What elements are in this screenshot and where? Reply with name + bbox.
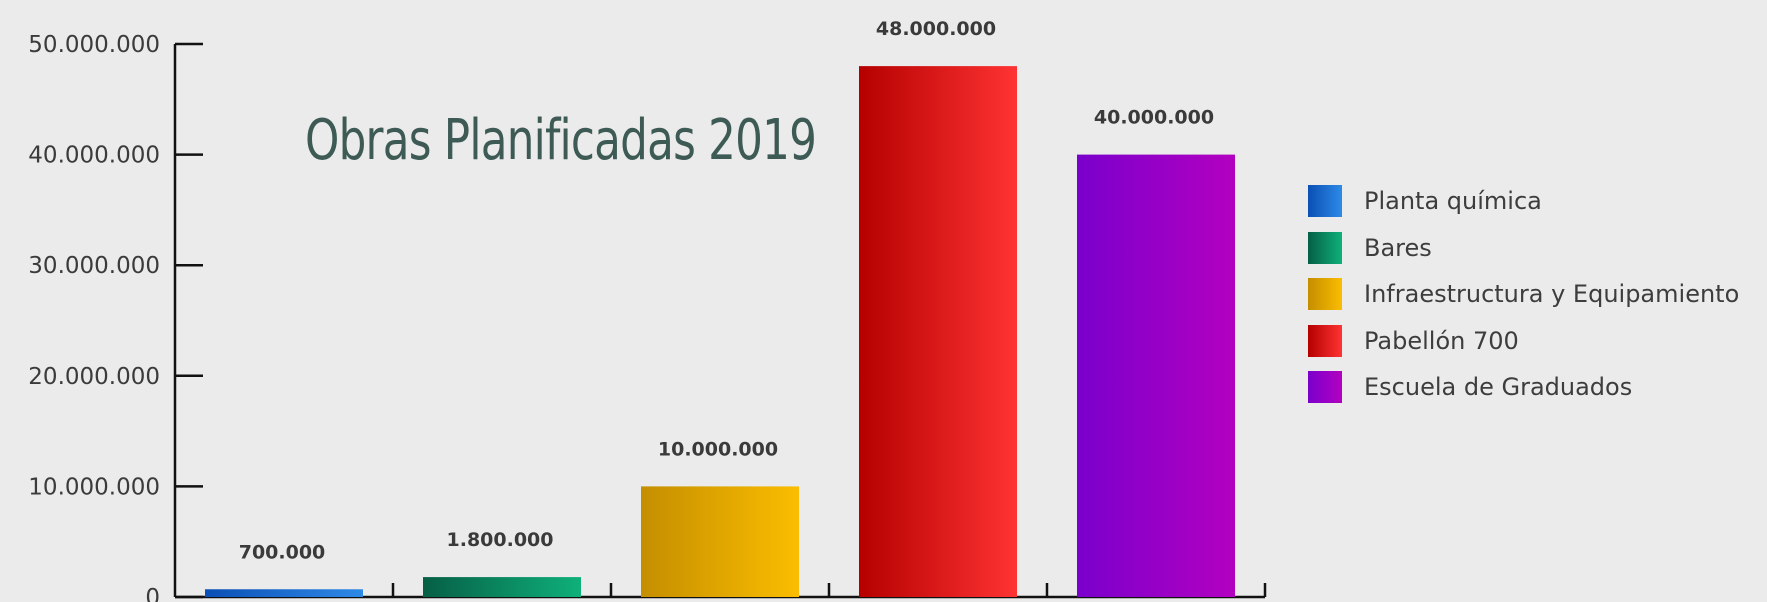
legend-item: Pabellón 700 bbox=[1308, 318, 1739, 365]
legend-label: Bares bbox=[1364, 233, 1432, 262]
data-label-5: 40.000.000 bbox=[1094, 107, 1214, 129]
data-label-3: 10.000.000 bbox=[658, 438, 778, 460]
legend-label: Infraestructura y Equipamiento bbox=[1364, 280, 1740, 309]
y-tick-label: 10.000.000 bbox=[28, 474, 160, 500]
bar-1 bbox=[205, 589, 363, 597]
legend-item: Escuela de Graduados bbox=[1308, 364, 1739, 411]
bar-4 bbox=[859, 66, 1017, 598]
legend-swatch bbox=[1308, 231, 1342, 264]
y-tick-label: 40.000.000 bbox=[28, 143, 160, 169]
legend-label: Escuela de Graduados bbox=[1364, 373, 1633, 402]
legend: Planta química Bares Infraestructura y Equ… bbox=[1308, 178, 1739, 411]
y-tick-label: 0 bbox=[145, 585, 160, 602]
legend-swatch bbox=[1308, 324, 1342, 357]
legend-swatch bbox=[1308, 185, 1342, 218]
y-tick-label: 50.000.000 bbox=[28, 32, 160, 58]
legend-item: Planta química bbox=[1308, 178, 1739, 225]
data-label-4: 48.000.000 bbox=[876, 18, 996, 40]
legend-label: Pabellón 700 bbox=[1364, 326, 1519, 355]
legend-label: Planta química bbox=[1364, 187, 1542, 216]
legend-item: Bares bbox=[1308, 225, 1739, 272]
chart-title: Obras Planificadas 2019 bbox=[305, 108, 817, 173]
bar-5 bbox=[1077, 154, 1235, 597]
y-tick-label: 30.000.000 bbox=[28, 253, 160, 279]
data-label-2: 1.800.000 bbox=[447, 529, 554, 551]
data-label-1: 700.000 bbox=[239, 541, 326, 563]
legend-swatch bbox=[1308, 371, 1342, 404]
legend-swatch bbox=[1308, 278, 1342, 311]
legend-item: Infraestructura y Equipamiento bbox=[1308, 271, 1739, 318]
bar-2 bbox=[423, 577, 581, 597]
bar-3 bbox=[641, 486, 799, 597]
y-tick-label: 20.000.000 bbox=[28, 364, 160, 390]
